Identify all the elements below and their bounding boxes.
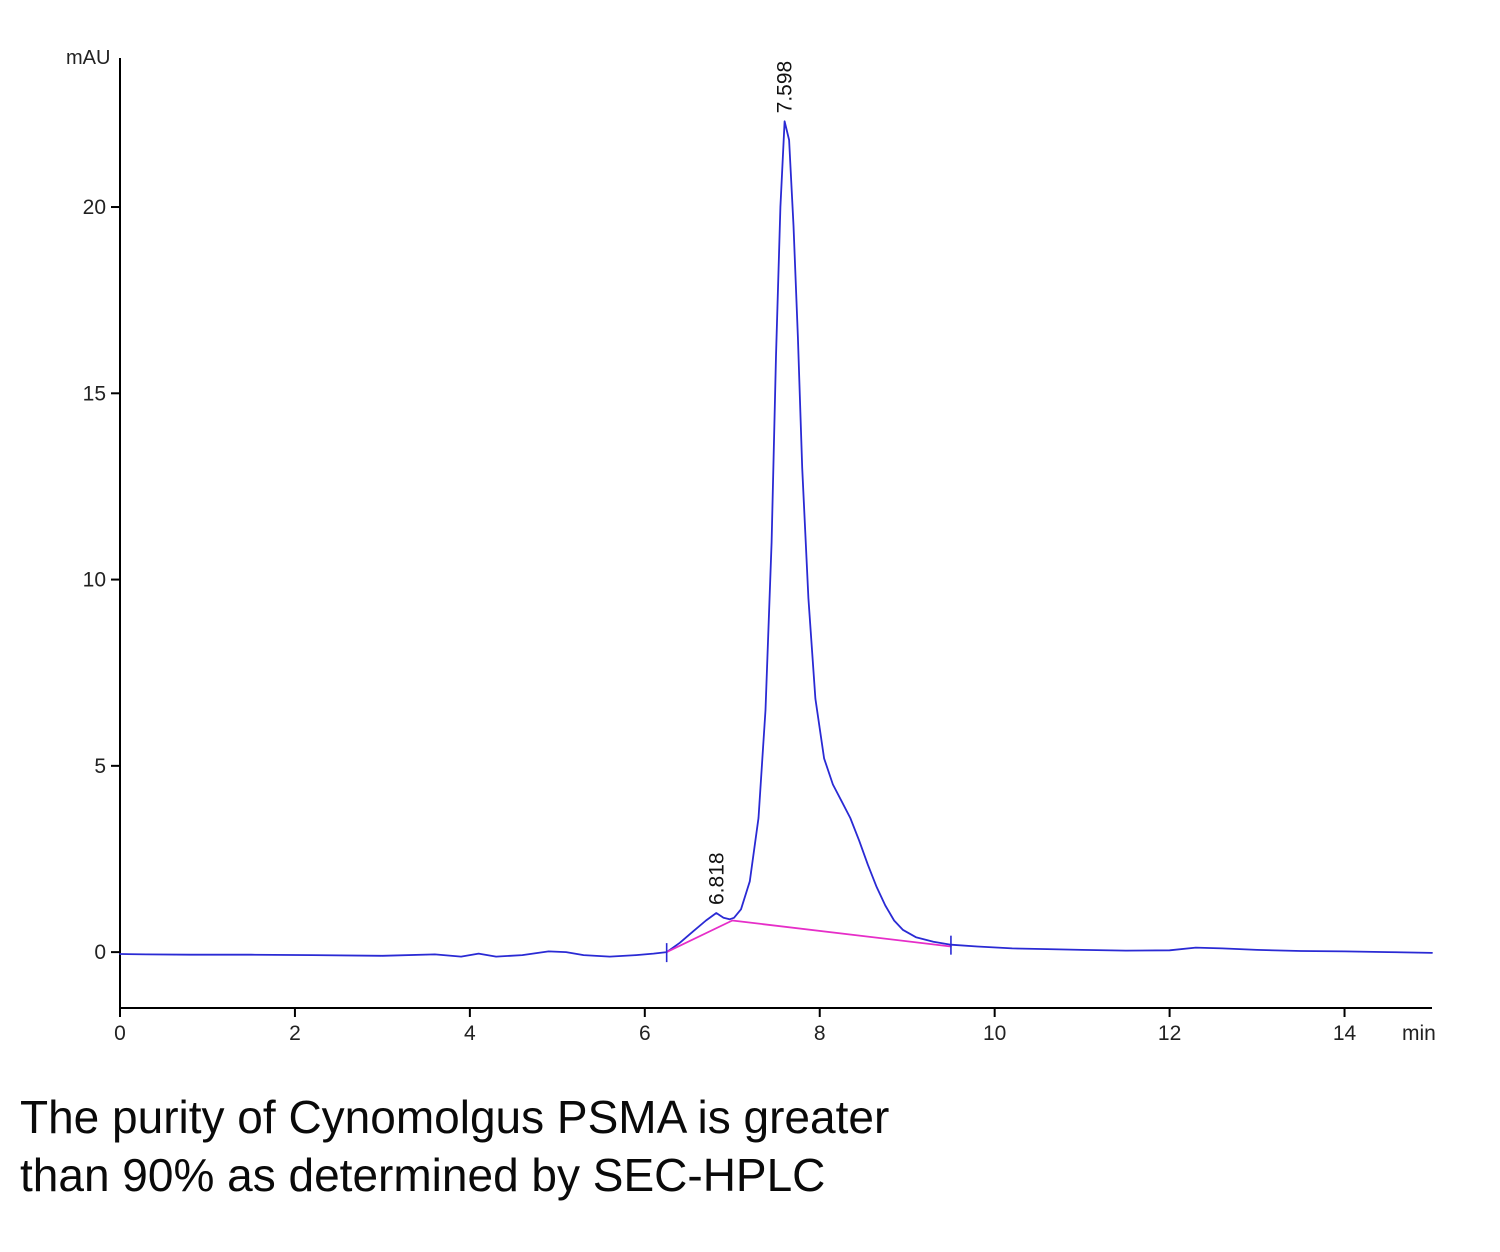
x-tick-label: 8 (814, 1022, 826, 1045)
x-tick-label: 0 (114, 1022, 126, 1045)
y-axis-unit-label: mAU (66, 47, 110, 69)
x-tick-label: 14 (1333, 1022, 1357, 1045)
peak-retention-label: 7.598 (774, 61, 797, 114)
chromatogram: 0 2 4 6 8 10 12 14 min 0 5 10 15 20 mAU 7.598 6.818 (66, 47, 1436, 1045)
chromatogram-svg: 0 2 4 6 8 10 12 14 min 0 5 10 15 20 mAU 7.598 6.818 (66, 47, 1436, 1045)
integration-baseline-line (665, 919, 952, 953)
uv-trace-line (119, 120, 1433, 958)
caption-line-2: than 90% as determined by SEC-HPLC (20, 1149, 826, 1202)
x-axis-unit-label: min (1402, 1022, 1436, 1045)
y-tick-label: 5 (94, 755, 106, 778)
y-tick-label: 0 (94, 941, 106, 964)
y-tick-label: 10 (83, 569, 106, 592)
caption: The purity of Cynomolgus PSMA is greater… (20, 1088, 1440, 1205)
peak-retention-label: 6.818 (705, 852, 728, 905)
x-tick-label: 4 (464, 1022, 476, 1045)
caption-line-1: The purity of Cynomolgus PSMA is greater (20, 1091, 890, 1143)
y-tick-label: 15 (83, 382, 106, 405)
x-tick-label: 12 (1158, 1022, 1181, 1045)
x-tick-label: 10 (983, 1022, 1006, 1045)
x-tick-label: 2 (289, 1022, 301, 1045)
y-tick-label: 20 (83, 196, 106, 219)
x-tick-label: 6 (639, 1022, 651, 1045)
